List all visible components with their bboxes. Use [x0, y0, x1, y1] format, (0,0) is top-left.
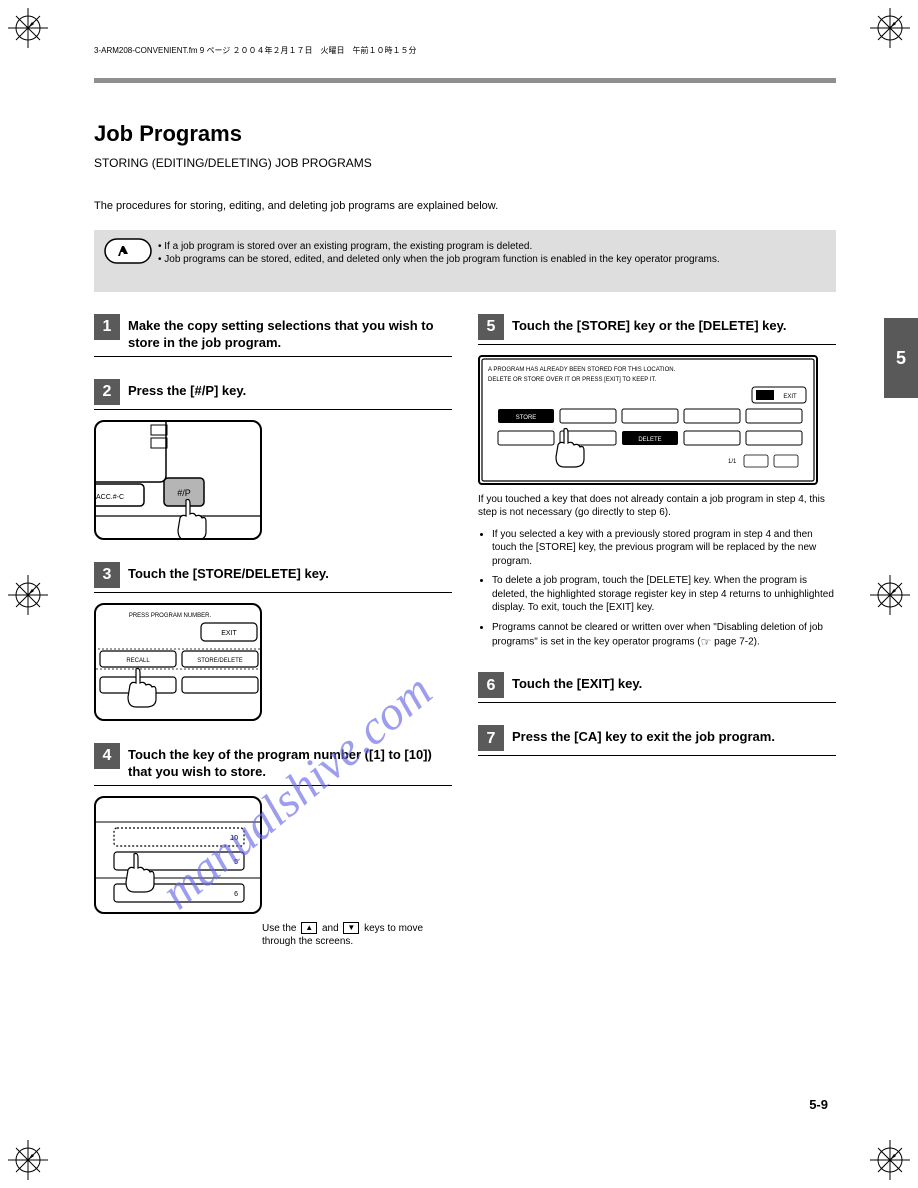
svg-text:1/1: 1/1	[728, 459, 737, 465]
chapter-tab-label: 5	[896, 346, 906, 370]
step-7-number: 7	[478, 725, 504, 751]
crop-mark-mr	[870, 575, 910, 615]
step-5-bullet-1: If you selected a key with a previously …	[492, 528, 836, 569]
right-column: 5 Touch the [STORE] key or the [DELETE] …	[478, 314, 836, 971]
step-5: 5 Touch the [STORE] key or the [DELETE] …	[478, 314, 836, 651]
step-3-number: 3	[94, 562, 120, 588]
svg-text:STORE: STORE	[516, 415, 537, 421]
step-2-title: Press the [#/P] key.	[128, 379, 246, 400]
svg-text:DELETE: DELETE	[638, 437, 661, 443]
step-6: 6 Touch the [EXIT] key.	[478, 672, 836, 703]
note-box: • If a job program is stored over an exi…	[94, 230, 836, 292]
svg-text:#/P: #/P	[177, 488, 191, 498]
step-5-after: If you touched a key that does not alrea…	[478, 493, 836, 520]
page-subtitle: STORING (EDITING/DELETING) JOB PROGRAMS	[94, 155, 836, 171]
step-6-title: Touch the [EXIT] key.	[512, 672, 642, 693]
step-5-title: Touch the [STORE] key or the [DELETE] ke…	[512, 314, 787, 335]
step-4-illustration: 10 5 6	[94, 796, 262, 914]
svg-text:10: 10	[230, 835, 238, 842]
svg-text:RECALL: RECALL	[126, 658, 150, 664]
down-icon: ▼	[343, 922, 359, 934]
step-2-illustration: ACC.#-C #/P	[94, 420, 262, 540]
step-7-title: Press the [CA] key to exit the job progr…	[512, 725, 775, 746]
svg-text:DELETE OR STORE OVER IT OR PRE: DELETE OR STORE OVER IT OR PRESS [EXIT] …	[488, 377, 656, 383]
step-5-bullet-3: Programs cannot be cleared or written ov…	[492, 621, 836, 651]
crop-mark-tr	[870, 8, 910, 48]
step-4-title: Touch the key of the program number ([1]…	[128, 743, 452, 781]
svg-text:ACC.#-C: ACC.#-C	[96, 494, 124, 501]
svg-text:STORE/DELETE: STORE/DELETE	[197, 658, 243, 664]
svg-text:PRESS PROGRAM NUMBER.: PRESS PROGRAM NUMBER.	[129, 613, 212, 619]
step-1-number: 1	[94, 314, 120, 340]
svg-text:5: 5	[234, 859, 238, 866]
step-5-number: 5	[478, 314, 504, 340]
step-4-number: 4	[94, 743, 120, 769]
svg-text:6: 6	[234, 891, 238, 898]
page-number: 5-9	[809, 1096, 828, 1114]
crop-mark-tl	[8, 8, 48, 48]
svg-text:A PROGRAM HAS ALREADY BEEN STO: A PROGRAM HAS ALREADY BEEN STORED FOR TH…	[488, 367, 676, 373]
svg-text:EXIT: EXIT	[783, 394, 797, 400]
chapter-tab: 5	[884, 318, 918, 398]
intro-text: The procedures for storing, editing, and…	[94, 199, 836, 214]
page-title: Job Programs	[94, 119, 836, 149]
step-5-bullet-2: To delete a job program, touch the [DELE…	[492, 574, 836, 615]
step-2: 2 Press the [#/P] key. ACC.#-C #/	[94, 379, 452, 540]
note-text: • If a job program is stored over an exi…	[158, 240, 822, 267]
step-4-body: Use the ▲ and ▼ keys to move through the…	[94, 922, 452, 949]
step-3-illustration: PRESS PROGRAM NUMBER. EXIT RECALL STORE/…	[94, 603, 262, 721]
footer-file: 3-ARM208-CONVENIENT.fm 9 ページ ２００４年２月１７日 …	[94, 46, 417, 57]
crop-mark-ml	[8, 575, 48, 615]
step-1-title: Make the copy setting selections that yo…	[128, 314, 452, 352]
crop-mark-br	[870, 1140, 910, 1180]
link-arrow-icon: ☞	[701, 635, 712, 649]
note-icon	[104, 238, 152, 269]
svg-text:EXIT: EXIT	[221, 630, 237, 637]
step-6-number: 6	[478, 672, 504, 698]
top-rule	[94, 78, 836, 83]
step-7: 7 Press the [CA] key to exit the job pro…	[478, 725, 836, 756]
left-column: 1 Make the copy setting selections that …	[94, 314, 452, 971]
page-content: Job Programs STORING (EDITING/DELETING) …	[94, 78, 836, 971]
step-3-title: Touch the [STORE/DELETE] key.	[128, 562, 329, 583]
step-5-illustration: A PROGRAM HAS ALREADY BEEN STORED FOR TH…	[478, 355, 818, 485]
step-2-number: 2	[94, 379, 120, 405]
crop-mark-bl	[8, 1140, 48, 1180]
step-4: 4 Touch the key of the program number ([…	[94, 743, 452, 949]
step-1: 1 Make the copy setting selections that …	[94, 314, 452, 357]
up-icon: ▲	[301, 922, 317, 934]
step-3: 3 Touch the [STORE/DELETE] key. PRESS PR…	[94, 562, 452, 721]
